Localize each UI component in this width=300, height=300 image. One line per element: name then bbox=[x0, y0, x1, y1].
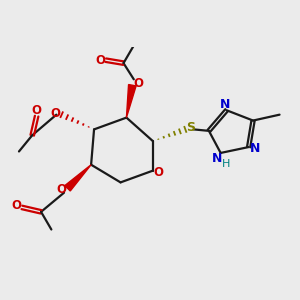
Text: O: O bbox=[134, 77, 144, 90]
Text: H: H bbox=[222, 159, 231, 169]
Text: O: O bbox=[12, 200, 22, 212]
Text: N: N bbox=[212, 152, 222, 165]
Text: O: O bbox=[95, 54, 106, 67]
Text: O: O bbox=[153, 166, 163, 178]
Text: O: O bbox=[32, 104, 42, 117]
Polygon shape bbox=[126, 85, 136, 118]
Text: O: O bbox=[56, 183, 66, 196]
Polygon shape bbox=[65, 165, 91, 191]
Text: S: S bbox=[186, 122, 195, 134]
Text: O: O bbox=[50, 107, 60, 120]
Text: N: N bbox=[220, 98, 230, 112]
Text: N: N bbox=[250, 142, 260, 155]
